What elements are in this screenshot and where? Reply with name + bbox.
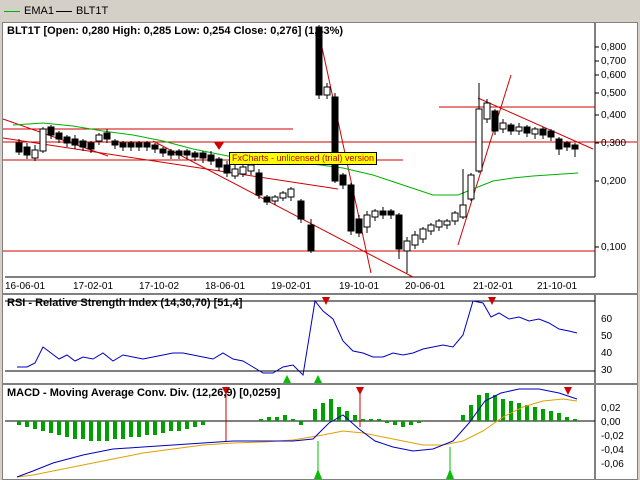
sell-marker-icon [564, 387, 572, 395]
rsi-chart-svg: 60 50 40 30 [5, 295, 613, 383]
sell-marker-icon [322, 297, 330, 305]
signal-arrow-icon [214, 142, 224, 150]
rsi-panel[interactable]: 60 50 40 30 RSI - Relative Strength Inde… [2, 294, 638, 384]
sell-marker-icon [488, 297, 496, 305]
candles [15, 25, 579, 273]
blt1t-line-swatch [56, 10, 72, 12]
rsi-y-ticks: 60 50 40 30 [601, 314, 613, 376]
macd-ytick: 0,02 [601, 403, 621, 414]
price-y-ticks: 0,800 0,700 0,600 0,500 0,400 0,300 0,20… [595, 42, 626, 253]
price-x-ticks: 16-06-01 17-02-01 17-10-02 18-06-01 19-0… [5, 281, 577, 292]
price-ytick: 0,700 [601, 56, 626, 67]
macd-panel[interactable]: 0,02 0,00 -0,02 -0,04 -0,06 MACD - Movin… [2, 384, 638, 480]
price-ytick: 0,500 [601, 88, 626, 99]
rsi-ytick: 60 [601, 314, 613, 325]
legend-blt1t[interactable]: BLT1T [56, 4, 108, 18]
price-chart-svg: 0,800 0,700 0,600 0,500 0,400 0,300 0,20… [2, 23, 637, 292]
macd-ytick: -0,06 [601, 459, 624, 470]
price-ytick: 0,200 [601, 176, 626, 187]
price-ytick: 0,100 [601, 242, 626, 253]
price-panel-title: BLT1T [Open: 0,280 High: 0,285 Low: 0,25… [7, 25, 344, 37]
price-ytick: 0,600 [601, 70, 626, 81]
rsi-ytick: 50 [601, 331, 613, 342]
price-ytick: 0,300 [601, 138, 626, 149]
xtick: 21-02-01 [473, 281, 513, 292]
unlicensed-watermark: FxCharts - unlicensed (trial) version [229, 152, 378, 165]
macd-y-ticks: 0,02 0,00 -0,02 -0,04 -0,06 [601, 403, 624, 470]
macd-histogram [17, 393, 577, 441]
macd-line [16, 388, 578, 478]
buy-marker-icon [283, 375, 291, 383]
rsi-panel-title: RSI - Relative Strength Index (14,30,70)… [7, 297, 243, 309]
macd-panel-title: MACD - Moving Average Conv. Div. (12,26,… [7, 387, 281, 399]
legend-ema1[interactable]: EMA1 [4, 4, 54, 18]
rsi-line [17, 299, 578, 377]
xtick: 16-06-01 [5, 281, 45, 292]
legend-bar: EMA1 BLT1T [0, 0, 640, 22]
xtick: 19-10-01 [339, 281, 379, 292]
price-panel[interactable]: 0,800 0,700 0,600 0,500 0,400 0,300 0,20… [2, 22, 638, 294]
xtick: 17-02-01 [73, 281, 113, 292]
macd-ytick: -0,02 [601, 431, 624, 442]
macd-signal-line [16, 398, 578, 478]
macd-chart-svg: 0,02 0,00 -0,02 -0,04 -0,06 [5, 385, 624, 479]
xtick: 20-06-01 [405, 281, 445, 292]
price-ytick: 0,800 [601, 42, 626, 53]
xtick: 18-06-01 [205, 281, 245, 292]
ema1-line [12, 122, 579, 196]
xtick: 19-02-01 [271, 281, 311, 292]
legend-ema1-label: EMA1 [24, 5, 54, 17]
macd-ytick: -0,04 [601, 445, 624, 456]
macd-ytick: 0,00 [601, 417, 621, 428]
buy-marker-icon [446, 469, 454, 479]
xtick: 21-10-01 [537, 281, 577, 292]
ema1-line-swatch [4, 10, 20, 12]
legend-blt1t-label: BLT1T [76, 5, 109, 17]
xtick: 17-10-02 [139, 281, 179, 292]
buy-marker-icon [314, 375, 322, 383]
buy-marker-icon [314, 469, 322, 479]
rsi-ytick: 40 [601, 348, 613, 359]
price-ytick: 0,400 [601, 110, 626, 121]
rsi-ytick: 30 [601, 365, 613, 376]
